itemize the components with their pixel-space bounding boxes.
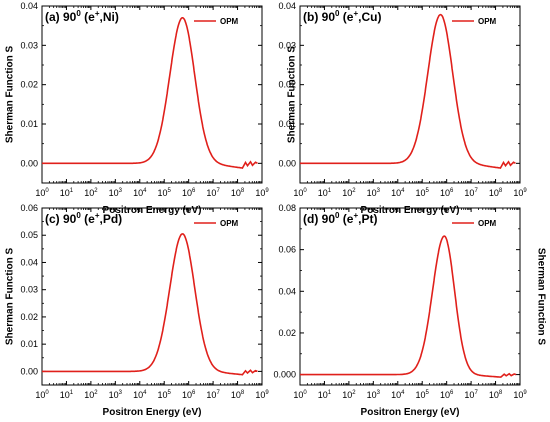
- x-tick-label: 101: [318, 188, 332, 198]
- x-tick-label: 103: [109, 390, 123, 400]
- y-tick-label: 0.04: [20, 257, 38, 267]
- x-tick-label: 106: [440, 188, 454, 198]
- legend-label: OPM: [478, 17, 497, 26]
- x-axis-title: Positron Energy (eV): [361, 205, 460, 216]
- plot-frame: [41, 207, 263, 386]
- chart-panel-a: 100 101 102 103 104 105 106 107 108 109 0.00 0.01 0.…: [5, 1, 270, 216]
- legend-label: OPM: [478, 219, 497, 228]
- y-tick-label: 0.000: [273, 370, 296, 380]
- y-tick-label: 0.02: [278, 80, 296, 90]
- y-tick-label: 0.03: [20, 40, 38, 50]
- y-tick-label: 0.00: [20, 366, 38, 376]
- legend-label: OPM: [220, 17, 239, 26]
- series-line-opm: [300, 235, 517, 378]
- panel-title: (b) 900 (e+,Cu): [303, 9, 381, 24]
- x-tick-label: 107: [206, 390, 220, 400]
- chart-panel-c: 100 101 102 103 104 105 106 107 108 109 0.00 0.01 0.…: [5, 203, 270, 418]
- x-tick-label: 107: [464, 188, 478, 198]
- y-axis-title: Sherman Function S: [535, 248, 546, 346]
- y-tick-label: 0.02: [20, 312, 38, 322]
- x-tick-label: 106: [182, 390, 196, 400]
- y-tick-label: 0.08: [278, 203, 296, 213]
- x-tick-label: 100: [35, 188, 49, 198]
- y-tick-label: 0.06: [278, 245, 296, 255]
- plot-frame: [299, 207, 521, 386]
- legend-label: OPM: [220, 219, 239, 228]
- x-tick-label: 108: [489, 188, 503, 198]
- x-tick-label: 102: [84, 188, 98, 198]
- x-tick-label: 109: [513, 188, 527, 198]
- x-tick-label: 103: [367, 390, 381, 400]
- y-axis-title: Sherman Function S: [5, 248, 16, 346]
- x-tick-label: 105: [158, 390, 172, 400]
- x-tick-label: 105: [416, 390, 430, 400]
- panel-title: (d) 900 (e+,Pt): [303, 211, 378, 226]
- y-tick-label: 0.05: [20, 230, 38, 240]
- panel-title: (a) 900 (e+,Ni): [45, 9, 119, 24]
- x-tick-label: 105: [158, 188, 172, 198]
- series-line-opm: [42, 233, 258, 376]
- y-axis-title: Sherman Function S: [5, 46, 16, 144]
- panel-title: (c) 900 (e+,Pd): [45, 211, 122, 226]
- x-tick-label: 106: [440, 390, 454, 400]
- plot-frame: [299, 5, 521, 184]
- x-tick-label: 109: [255, 188, 269, 198]
- x-tick-label: 108: [231, 188, 245, 198]
- y-axis-title: Sherman Function S: [287, 46, 298, 144]
- y-tick-label: 0.02: [278, 328, 296, 338]
- x-tick-label: 104: [133, 390, 147, 400]
- x-tick-label: 104: [391, 390, 405, 400]
- y-tick-label: 0.03: [278, 40, 296, 50]
- x-tick-label: 102: [342, 390, 356, 400]
- x-tick-label: 101: [60, 188, 74, 198]
- y-tick-label: 0.03: [20, 285, 38, 295]
- x-tick-label: 102: [342, 188, 356, 198]
- x-tick-label: 107: [206, 188, 220, 198]
- x-tick-label: 103: [109, 188, 123, 198]
- y-tick-label: 0.01: [20, 339, 38, 349]
- plot-frame: [41, 5, 263, 184]
- x-axis-title: Positron Energy (eV): [103, 205, 202, 216]
- x-tick-label: 108: [231, 390, 245, 400]
- x-tick-label: 109: [255, 390, 269, 400]
- y-tick-label: 0.01: [278, 119, 296, 129]
- x-tick-label: 105: [416, 188, 430, 198]
- x-tick-label: 104: [391, 188, 405, 198]
- series-line-opm: [300, 13, 516, 170]
- x-axis-title: Positron Energy (eV): [361, 407, 460, 418]
- y-tick-label: 0.00: [278, 158, 296, 168]
- y-tick-label: 0.04: [20, 1, 38, 11]
- x-axis-title: Positron Energy (eV): [103, 407, 202, 418]
- x-tick-label: 102: [84, 390, 98, 400]
- y-tick-label: 0.04: [278, 286, 296, 296]
- x-tick-label: 101: [318, 390, 332, 400]
- y-tick-label: 0.00: [20, 158, 38, 168]
- y-tick-label: 0.06: [20, 203, 38, 213]
- x-tick-label: 107: [464, 390, 478, 400]
- x-tick-label: 101: [60, 390, 74, 400]
- x-tick-label: 108: [489, 390, 503, 400]
- y-tick-label: 0.01: [20, 119, 38, 129]
- chart-panel-d: 100 101 102 103 104 105 106 107 108 109 0.000 0.02 0…: [273, 203, 546, 418]
- x-tick-label: 104: [133, 188, 147, 198]
- series-line-opm: [42, 17, 258, 170]
- y-tick-label: 0.04: [278, 1, 296, 11]
- x-tick-label: 109: [513, 390, 527, 400]
- x-tick-label: 106: [182, 188, 196, 198]
- chart-panel-b: 100 101 102 103 104 105 106 107 108 109 0.00 0.01 0.…: [278, 1, 527, 216]
- x-tick-label: 100: [35, 390, 49, 400]
- x-tick-label: 100: [293, 188, 307, 198]
- y-tick-label: 0.02: [20, 80, 38, 90]
- x-tick-label: 100: [293, 390, 307, 400]
- x-tick-label: 103: [367, 188, 381, 198]
